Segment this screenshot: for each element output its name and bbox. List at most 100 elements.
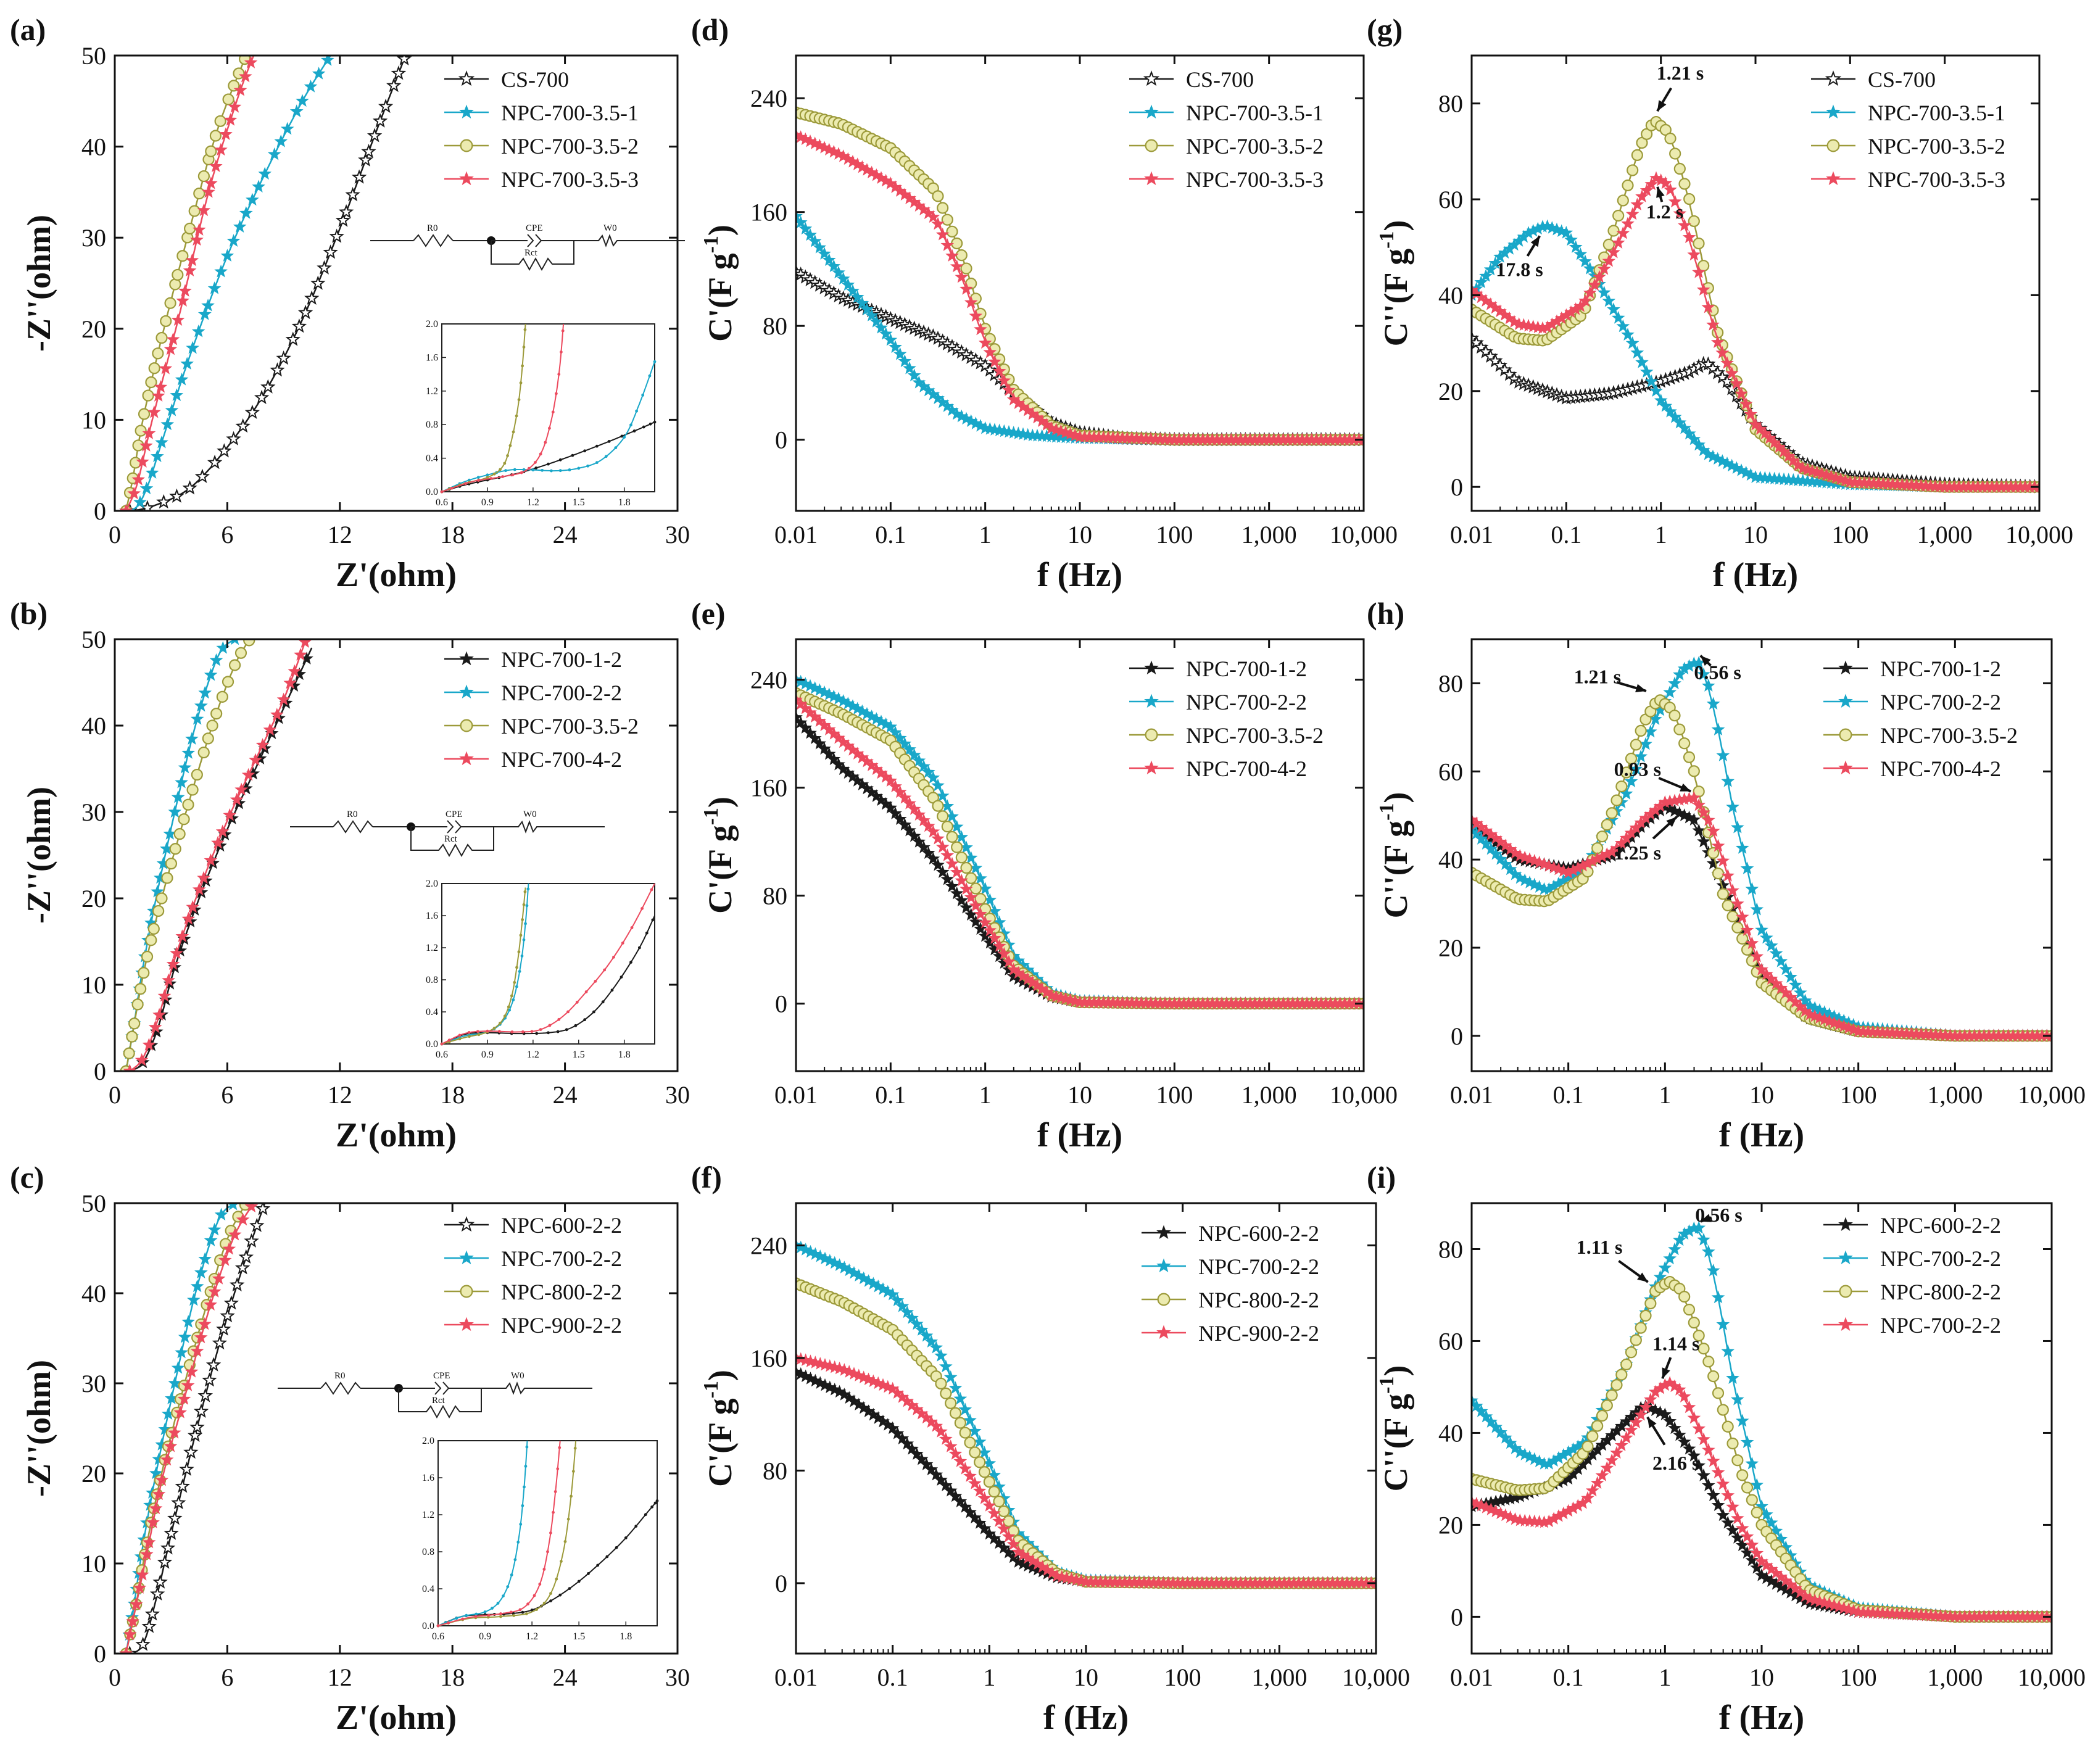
y-axis-label: C'(F g-1) <box>700 797 739 914</box>
y-tick-label: 80 <box>1438 669 1463 697</box>
inset-data-point <box>502 1594 505 1598</box>
data-point <box>1711 1498 1725 1512</box>
data-point <box>171 313 185 326</box>
y-axis-label: -Z''(ohm) <box>20 1360 57 1497</box>
legend-marker <box>1156 1225 1171 1240</box>
series-NPC-700-3.5-2 <box>120 639 255 1071</box>
data-point <box>890 1293 905 1307</box>
annotation-label: 1.11 s <box>1577 1236 1623 1258</box>
legend-entry: NPC-700-2-2 <box>1186 690 1307 714</box>
legend-marker <box>1144 171 1159 186</box>
legend-entry: NPC-700-3.5-2 <box>501 134 639 159</box>
data-point <box>144 1606 160 1621</box>
data-point <box>860 302 874 315</box>
data-point <box>1688 765 1700 777</box>
data-point <box>1635 355 1649 368</box>
data-point <box>889 806 902 819</box>
equivalent-circuit: R0 CPE Rct W0 <box>370 223 685 271</box>
y-tick-label: 20 <box>1438 1511 1463 1539</box>
data-point <box>1706 1263 1720 1277</box>
inset-x-tick-label: 0.6 <box>432 1631 444 1642</box>
data-point <box>239 206 253 219</box>
annotation: 1.21 s <box>1574 665 1647 693</box>
inset-data-point <box>584 990 588 993</box>
data-point <box>919 1457 934 1470</box>
data-point <box>171 790 185 803</box>
data-point <box>895 1299 910 1312</box>
y-tick-label: 60 <box>1438 186 1463 213</box>
data-point <box>169 278 181 291</box>
x-tick-label: 0.01 <box>774 1081 818 1109</box>
data-point <box>1730 1511 1744 1525</box>
inset-data-point <box>522 468 526 471</box>
y-tick-label: 0 <box>775 1570 787 1597</box>
data-point <box>206 719 218 732</box>
inset-data-point <box>629 423 632 427</box>
data-point <box>177 1392 191 1405</box>
data-point <box>1682 230 1696 244</box>
data-point <box>1614 1438 1628 1451</box>
data-point <box>974 922 987 935</box>
data-point <box>234 647 247 659</box>
series-line <box>129 639 307 1071</box>
data-point <box>204 668 218 681</box>
inset-data-point <box>461 1617 465 1621</box>
x-tick-label: 1 <box>1655 521 1667 549</box>
data-point <box>869 315 884 328</box>
data-point <box>903 742 916 756</box>
inset-data-point <box>642 425 645 429</box>
data-point <box>935 227 950 241</box>
data-point <box>959 1427 971 1439</box>
data-point <box>198 1252 212 1265</box>
legend-entry: NPC-700-2-2 <box>1880 1246 2001 1271</box>
data-point <box>940 238 955 251</box>
data-point <box>907 802 921 815</box>
inset-data-point <box>513 980 516 984</box>
annotation-label: 1.21 s <box>1657 62 1704 84</box>
data-point <box>1606 807 1618 819</box>
inset-data-point <box>547 1031 550 1035</box>
inset-data-point <box>513 468 516 471</box>
data-point <box>149 1586 165 1601</box>
data-point <box>175 1478 191 1493</box>
data-point <box>147 922 160 935</box>
data-point <box>160 1452 174 1466</box>
legend-marker <box>458 1216 475 1232</box>
data-point <box>945 879 959 892</box>
data-point <box>214 264 228 278</box>
data-point <box>1711 1290 1725 1304</box>
inset-plot: 0.6 0.9 1.2 1.5 1.8 0.0 0.4 0.8 1.2 1.6 2.0 <box>426 319 657 508</box>
panel-label: (c) <box>10 1160 44 1195</box>
x-tick-label: 0.1 <box>1553 1081 1584 1109</box>
data-point <box>1600 1460 1614 1474</box>
inset-data-point <box>530 1609 534 1612</box>
legend-marker <box>1838 760 1853 775</box>
data-point <box>974 1456 986 1468</box>
data-point <box>1706 318 1720 331</box>
inset-data-point <box>499 1615 502 1618</box>
data-point <box>1664 132 1677 145</box>
data-point <box>1739 397 1753 410</box>
data-point <box>304 80 318 93</box>
inset-data-point <box>571 453 574 457</box>
data-point <box>1663 685 1677 698</box>
data-point <box>142 1038 156 1051</box>
data-point <box>931 217 945 230</box>
legend-entry: NPC-600-2-2 <box>1198 1221 1319 1246</box>
y-tick-label: 20 <box>1438 934 1463 962</box>
inset-x-tick-label: 1.8 <box>618 1050 631 1060</box>
inset-data-point <box>605 1555 609 1559</box>
annotation-arrow-head <box>1647 1417 1657 1428</box>
data-point <box>983 923 997 937</box>
inset-y-tick-label: 0.4 <box>426 1007 438 1017</box>
data-point <box>948 1489 963 1502</box>
series-NPC-700-4-2 <box>123 639 312 1071</box>
data-point <box>937 810 949 822</box>
inset-y-tick-label: 0.0 <box>426 1039 438 1050</box>
resistor-rct <box>398 1388 482 1419</box>
data-point <box>178 1330 192 1343</box>
inset-data-point <box>595 444 599 448</box>
data-point <box>931 831 945 845</box>
inset-data-point <box>546 1550 549 1554</box>
inset-data-point <box>568 468 571 471</box>
